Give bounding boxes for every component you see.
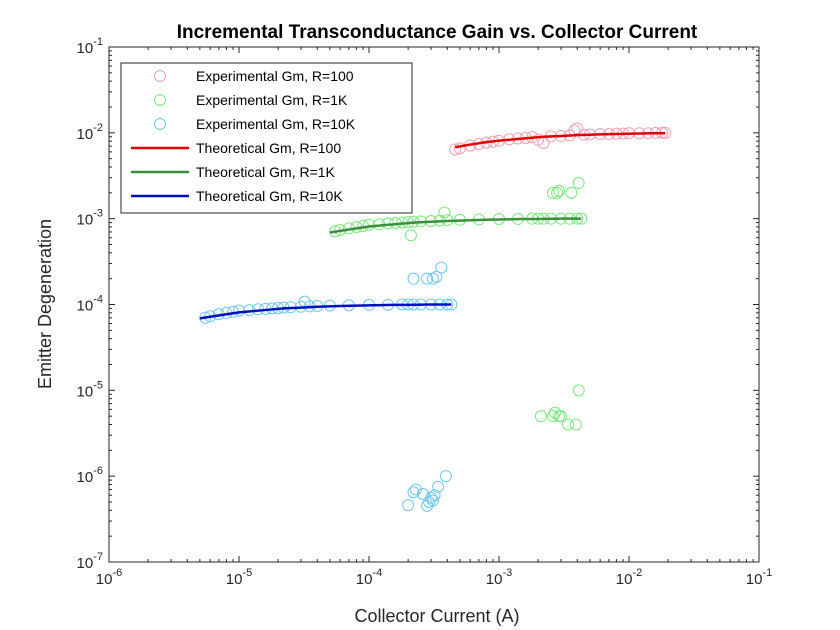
- legend-label: Theoretical Gm, R=10K: [196, 188, 343, 204]
- y-tick-base: 10: [77, 555, 94, 572]
- y-tick-label: 10-2: [77, 122, 103, 143]
- scatter-point: [572, 384, 585, 397]
- y-tick-base: 10: [77, 383, 94, 400]
- y-tick-base: 10: [77, 298, 94, 315]
- scatter-point: [407, 486, 420, 499]
- y-tick-label: 10-3: [77, 208, 103, 229]
- series-line: [199, 303, 452, 320]
- scatter-point: [430, 270, 443, 283]
- legend-label: Experimental Gm, R=100: [196, 68, 354, 84]
- scatter-point: [416, 487, 429, 500]
- axis-ticks: 10-6 10-5 10-4 10-3 10-2 10-110-710-610-510-4…: [77, 36, 773, 588]
- series-4: [329, 217, 582, 234]
- x-tick-exponent: -4: [372, 567, 382, 579]
- y-tick-label: 10-4: [77, 294, 103, 315]
- scatter-point: [549, 406, 562, 419]
- scatter-point: [534, 410, 547, 423]
- legend-marker: [154, 94, 166, 106]
- y-tick-label: 10-5: [77, 379, 103, 400]
- series-5: [199, 303, 452, 320]
- y-tick-base: 10: [77, 40, 94, 57]
- x-axis-label: Collector Current (A): [354, 606, 519, 626]
- scatter-point: [562, 418, 575, 431]
- scatter-point: [565, 186, 578, 199]
- scatter-point: [569, 418, 582, 431]
- scatter-point: [402, 499, 415, 512]
- x-tick-base: 10: [746, 571, 763, 588]
- scatter-point: [404, 229, 417, 242]
- scatter-point: [363, 218, 375, 231]
- x-tick-exponent: -2: [632, 567, 642, 579]
- y-tick-base: 10: [77, 469, 94, 486]
- x-tick-base: 10: [616, 571, 633, 588]
- scatter-point: [432, 480, 445, 493]
- scatter-point: [572, 177, 585, 190]
- legend-label: Theoretical Gm, R=1K: [196, 164, 336, 180]
- chart-title: Incremental Transconductance Gain vs. Co…: [177, 22, 698, 43]
- legend: Experimental Gm, R=100 Experimental Gm, R…: [120, 62, 413, 214]
- y-tick-label: 10-7: [77, 551, 103, 572]
- x-tick-label: 10-4: [356, 567, 382, 588]
- y-tick-exponent: -1: [93, 36, 103, 48]
- y-tick-exponent: -5: [93, 379, 103, 391]
- scatter-point: [410, 483, 423, 496]
- x-tick-exponent: -3: [502, 567, 512, 579]
- scatter-point: [428, 489, 441, 502]
- scatter-point: [426, 494, 439, 507]
- scatter-point: [546, 186, 559, 199]
- legend-marker: [154, 70, 166, 82]
- series-line: [329, 217, 582, 234]
- legend-label: Theoretical Gm, R=100: [196, 140, 341, 156]
- scatter-point: [546, 410, 559, 423]
- legend-marker: [154, 118, 166, 130]
- data-marks: [199, 122, 672, 512]
- x-tick-base: 10: [486, 571, 503, 588]
- scatter-point: [439, 470, 452, 483]
- y-tick-base: 10: [77, 212, 94, 229]
- y-tick-exponent: -4: [93, 294, 103, 306]
- scatter-point: [407, 272, 420, 285]
- y-tick-exponent: -6: [93, 465, 103, 477]
- x-tick-label: 10-1: [746, 567, 772, 588]
- y-tick-exponent: -2: [93, 122, 103, 134]
- x-tick-exponent: -1: [762, 567, 772, 579]
- x-tick-label: 10-5: [226, 567, 252, 588]
- y-tick-base: 10: [77, 126, 94, 143]
- scatter-point: [551, 186, 564, 199]
- scatter-point: [421, 272, 434, 285]
- scatter-point: [233, 304, 245, 317]
- series-3: [454, 131, 666, 149]
- legend-label: Experimental Gm, R=1K: [196, 92, 348, 108]
- scatter-point: [425, 491, 438, 504]
- scatter-point: [435, 261, 448, 274]
- x-tick-base: 10: [96, 571, 113, 588]
- scatter-point: [438, 206, 451, 219]
- y-tick-exponent: -3: [93, 208, 103, 220]
- scatter-point: [553, 185, 566, 198]
- legend-box: [120, 62, 413, 214]
- x-tick-label: 10-6: [96, 567, 122, 588]
- y-tick-label: 10-6: [77, 465, 103, 486]
- x-tick-exponent: -6: [112, 567, 122, 579]
- x-tick-exponent: -5: [242, 567, 252, 579]
- x-tick-label: 10-3: [486, 567, 512, 588]
- x-tick-label: 10-2: [616, 567, 642, 588]
- scatter-point: [449, 143, 462, 156]
- x-tick-base: 10: [356, 571, 373, 588]
- scatter-point: [571, 122, 584, 135]
- series-line: [454, 131, 666, 149]
- legend-label: Experimental Gm, R=10K: [196, 116, 356, 132]
- x-tick-base: 10: [226, 571, 243, 588]
- y-tick-label: 10-1: [77, 36, 103, 57]
- y-tick-exponent: -7: [93, 551, 103, 563]
- y-axis-label: Emitter Degeneration: [35, 219, 55, 389]
- scatter-point: [555, 410, 568, 423]
